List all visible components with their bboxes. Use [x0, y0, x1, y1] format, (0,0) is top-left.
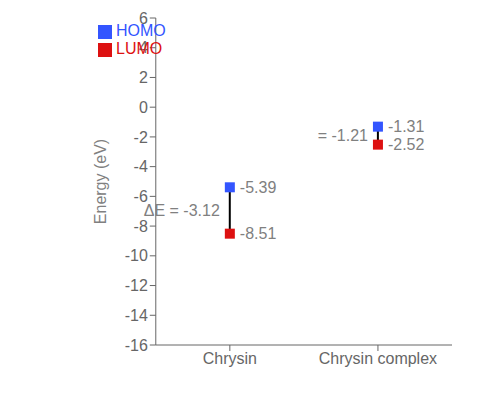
svg-text:2: 2 — [139, 69, 148, 86]
svg-text:Chrysin complex: Chrysin complex — [319, 350, 437, 367]
svg-text:-8: -8 — [134, 218, 148, 235]
svg-text:-14: -14 — [125, 307, 148, 324]
svg-text:Chrysin: Chrysin — [203, 350, 257, 367]
svg-text:-12: -12 — [125, 277, 148, 294]
svg-text:-4: -4 — [134, 158, 148, 175]
svg-text:-2: -2 — [134, 129, 148, 146]
svg-text:= -1.21: = -1.21 — [318, 127, 368, 144]
svg-text:-10: -10 — [125, 247, 148, 264]
svg-text:4: 4 — [139, 39, 148, 56]
svg-text:-1.31: -1.31 — [388, 118, 425, 135]
svg-text:ΔE = -3.12: ΔE = -3.12 — [144, 202, 220, 219]
svg-text:-2.52: -2.52 — [388, 136, 425, 153]
svg-text:0: 0 — [139, 99, 148, 116]
svg-text:6: 6 — [139, 10, 148, 27]
svg-text:-8.51: -8.51 — [240, 225, 277, 242]
svg-text:-5.39: -5.39 — [240, 179, 277, 196]
svg-text:Energy (eV): Energy (eV) — [92, 139, 109, 224]
svg-text:-16: -16 — [125, 337, 148, 354]
